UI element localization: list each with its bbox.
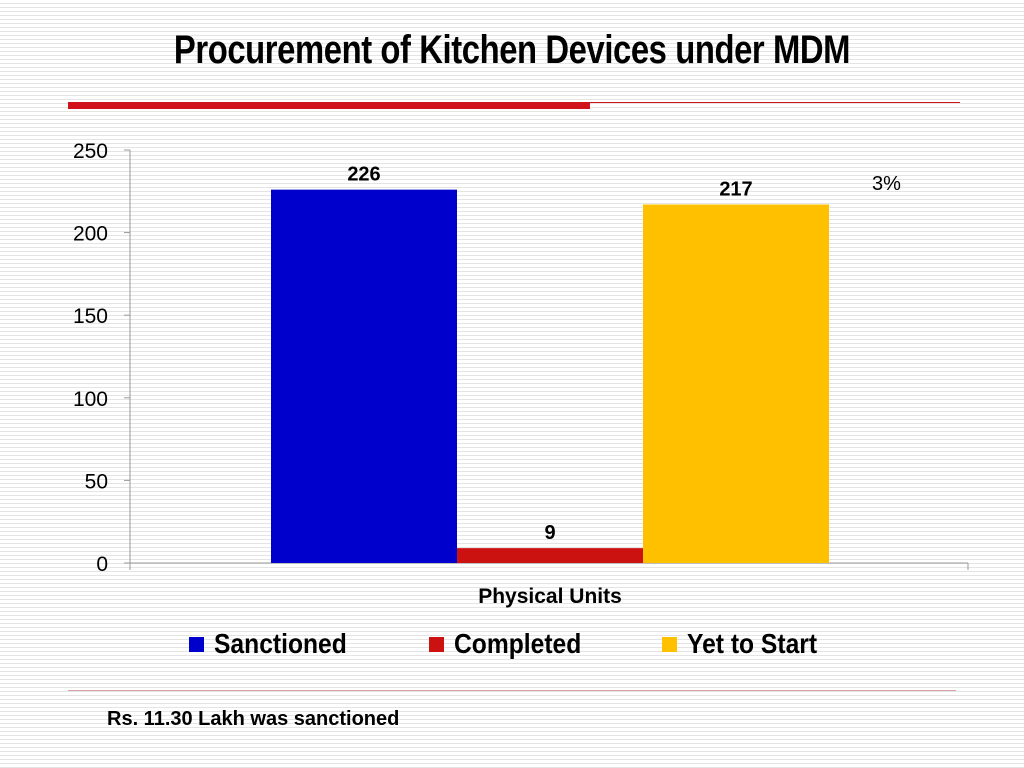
legend-item-sanctioned: Sanctioned — [188, 628, 365, 660]
y-tick-label: 50 — [85, 470, 108, 493]
legend-label-completed: Completed — [453, 628, 582, 659]
y-tick-label: 0 — [96, 553, 108, 576]
chart-bars — [271, 189, 829, 564]
chart-axes: 0 50 100 150 200 250 — [73, 140, 969, 576]
title-underline-accent — [68, 102, 590, 109]
bar-yet-to-start — [643, 204, 829, 564]
data-label-sanctioned: 226 — [347, 164, 380, 186]
chart-data-labels: 226 9 217 — [347, 164, 752, 544]
legend-item-yet-to-start: Yet to Start — [662, 628, 835, 660]
footnote-text: Rs. 11.30 Lakh was sanctioned — [107, 708, 400, 730]
footer-divider — [68, 690, 956, 691]
percentage-note: 3% — [872, 173, 901, 195]
y-tick-label: 200 — [73, 223, 108, 246]
chart-legend: Sanctioned Completed Yet to Start — [0, 624, 1024, 664]
data-label-completed: 9 — [544, 522, 555, 544]
legend-label-yet-to-start: Yet to Start — [687, 628, 818, 659]
data-label-yet-to-start: 217 — [719, 179, 752, 201]
page-title: Procurement of Kitchen Devices under MDM — [173, 28, 851, 72]
y-tick-label: 100 — [73, 388, 108, 411]
legend-label-sanctioned: Sanctioned — [213, 628, 347, 659]
bar-sanctioned — [271, 189, 457, 563]
y-tick-label: 250 — [73, 140, 108, 163]
legend-swatch-completed — [428, 636, 444, 652]
legend-swatch-yet-to-start — [662, 636, 678, 652]
legend-swatch-sanctioned — [188, 636, 204, 652]
legend-item-completed: Completed — [428, 628, 599, 660]
x-axis-label: Physical Units — [478, 585, 622, 608]
bar-completed — [457, 548, 643, 563]
y-tick-label: 150 — [73, 305, 108, 328]
title-underline-rule — [590, 102, 960, 103]
